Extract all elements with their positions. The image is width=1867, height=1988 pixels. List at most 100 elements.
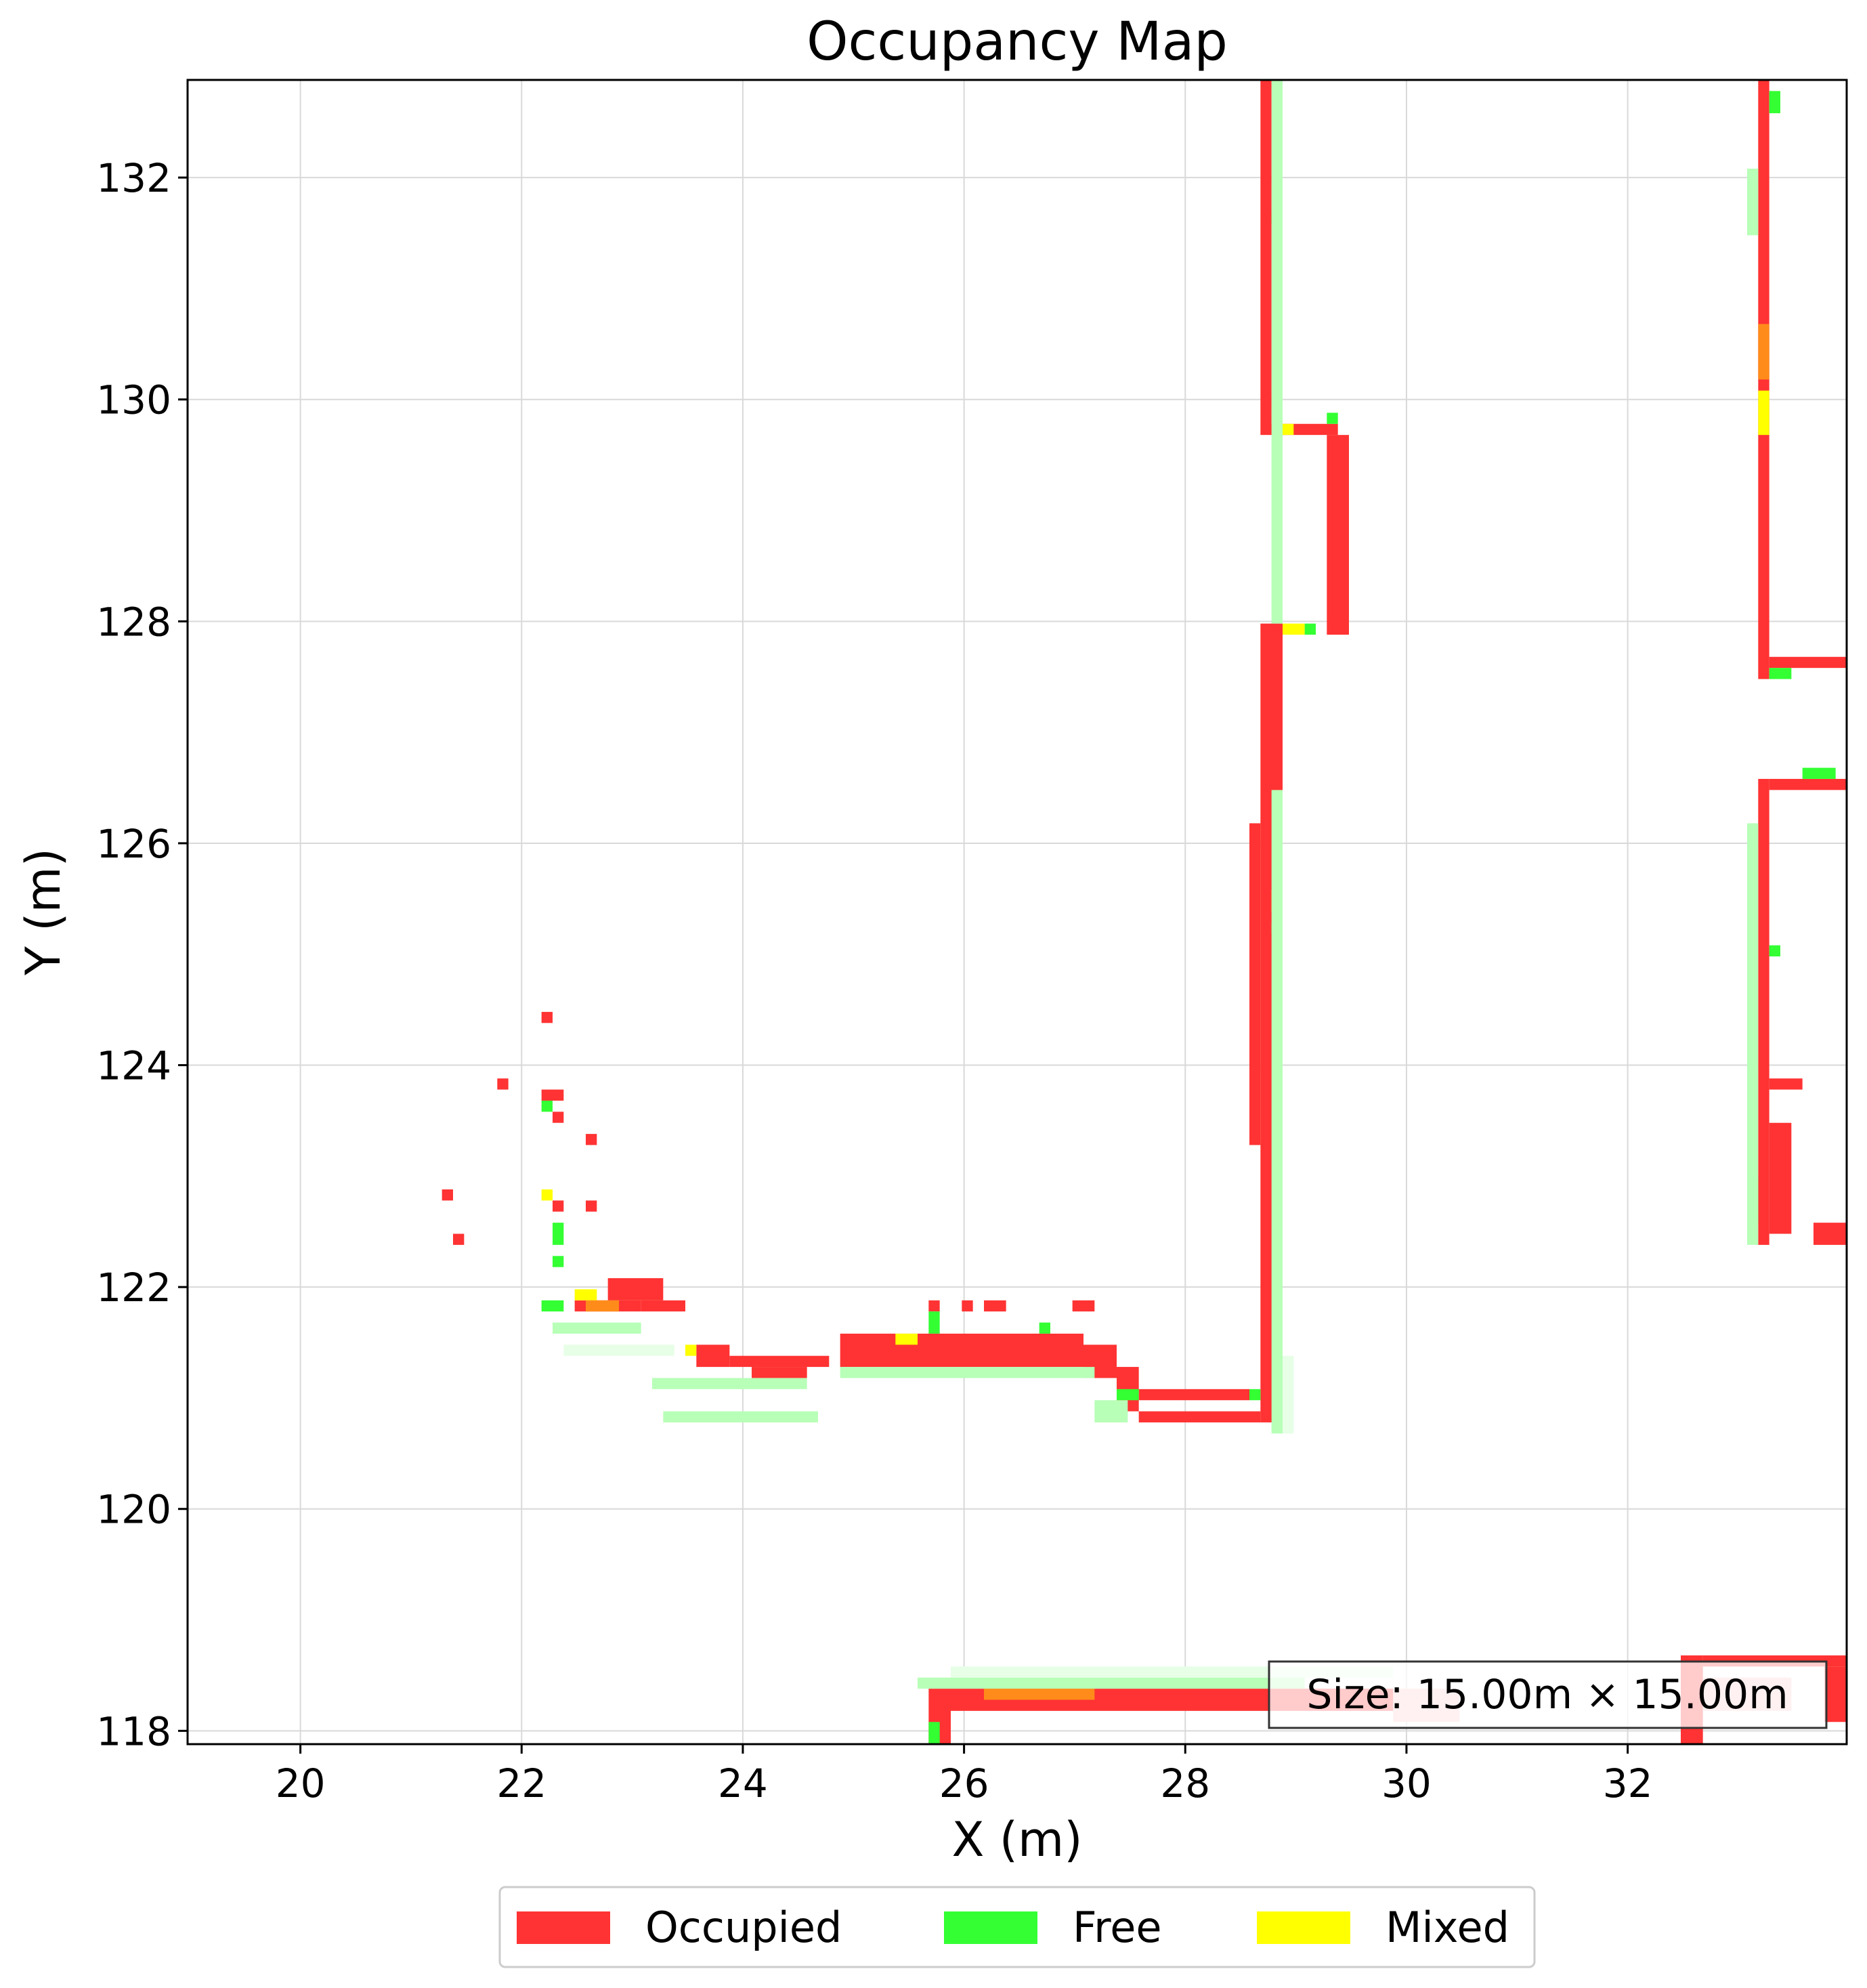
occupancy-cell-occupied-alt	[1758, 324, 1769, 380]
x-tick-label: 30	[1381, 1760, 1432, 1806]
occupancy-cell-free	[1802, 767, 1836, 779]
y-tick-label: 128	[96, 599, 171, 645]
occupancy-cell-occupied	[1814, 1223, 1847, 1245]
occupancy-cell-occupied	[1138, 1411, 1261, 1422]
grid-lines	[188, 80, 1847, 1744]
occupancy-cell-occupied	[586, 1200, 597, 1212]
occupancy-cell-free-light	[840, 1367, 1095, 1378]
legend-swatch-occupied	[517, 1911, 610, 1944]
x-tick-label: 22	[496, 1760, 546, 1806]
occupancy-cell-mixed	[541, 1189, 553, 1201]
occupancy-cell-free	[553, 1256, 564, 1267]
occupancy-cell-free	[1249, 1389, 1261, 1401]
occupancy-cell-free-light	[918, 1677, 1305, 1689]
occupancy-cell-occupied	[541, 1011, 553, 1023]
occupancy-cell-occupied	[497, 1078, 509, 1090]
occupancy-cell-occupied	[553, 1112, 564, 1123]
occupancy-cell-free-light	[1747, 823, 1759, 1245]
y-tick-label: 122	[96, 1265, 171, 1311]
occupancy-cell-occupied	[586, 1134, 597, 1145]
x-tick-label: 28	[1160, 1760, 1210, 1806]
occupancy-cell-free-light	[652, 1378, 807, 1389]
occupancy-cell-occupied	[962, 1300, 973, 1312]
occupancy-cell-free-faint	[1283, 1355, 1294, 1434]
y-tick-label: 118	[96, 1708, 171, 1754]
occupancy-cell-free	[553, 1223, 564, 1245]
legend-swatch-free	[944, 1911, 1037, 1944]
occupancy-cell-free	[1769, 668, 1792, 679]
occupancy-cell-free-light	[1271, 80, 1283, 624]
occupancy-cell-occupied-alt	[984, 1689, 1095, 1700]
occupancy-cell-occupied	[1824, 1666, 1847, 1722]
occupancy-cell-occupied	[1769, 656, 1847, 669]
x-tick-label: 24	[718, 1760, 768, 1806]
legend: Occupied Free Mixed	[498, 1886, 1536, 1968]
y-tick-label: 120	[96, 1487, 171, 1533]
occupancy-cell-occupied	[1769, 1122, 1792, 1234]
occupancy-cell-occupied	[641, 1300, 685, 1312]
occupancy-cell-occupied	[553, 1200, 564, 1212]
legend-label-occupied: Occupied	[645, 1903, 842, 1952]
occupancy-cell-free-light	[663, 1411, 818, 1422]
y-axis-ticks: 118 120 122 124 126 128 130 132	[96, 155, 188, 1754]
plot-frame	[186, 79, 1848, 1746]
occupancy-cell-free	[1039, 1322, 1050, 1334]
occupancy-cell-occupied	[1249, 823, 1261, 1145]
x-tick-label: 26	[939, 1760, 989, 1806]
legend-label-free: Free	[1073, 1903, 1162, 1952]
legend-label-mixed: Mixed	[1386, 1903, 1509, 1952]
occupancy-cell-occupied-alt	[586, 1300, 619, 1312]
occupancy-cell-occupied	[696, 1345, 730, 1368]
y-tick-label: 130	[96, 377, 171, 423]
occupancy-cell-free	[541, 1100, 553, 1112]
occupancy-cell-occupied	[752, 1367, 807, 1378]
occupancy-cell-occupied	[729, 1355, 830, 1368]
y-tick-label: 126	[96, 821, 171, 867]
occupancy-cell-free	[1304, 623, 1316, 635]
y-axis-label: Y (m)	[16, 848, 71, 976]
occupancy-cell-free-light	[1094, 1400, 1128, 1422]
occupancy-cell-free-faint	[563, 1345, 674, 1356]
occupancy-cell-free	[928, 1722, 940, 1744]
size-annotation: Size: 15.00m × 15.00m	[1268, 1660, 1828, 1729]
occupancy-cell-occupied	[1758, 778, 1769, 1245]
size-annotation-text: Size: 15.00m × 15.00m	[1306, 1671, 1788, 1718]
y-tick-label: 132	[96, 155, 171, 201]
occupancy-cell-occupied	[442, 1189, 453, 1201]
occupancy-cell-occupied	[541, 1089, 564, 1101]
occupancy-cell-free-light	[553, 1322, 641, 1334]
occupancy-cell-free-light	[1747, 169, 1759, 236]
occupancy-cell-free	[1327, 413, 1338, 424]
chart-title: Occupancy Map	[807, 12, 1228, 72]
occupancy-cell-mixed	[1758, 390, 1769, 436]
occupancy-cell-occupied	[1769, 778, 1847, 790]
occupancy-cell-mixed	[574, 1289, 597, 1300]
x-tick-label: 32	[1603, 1760, 1653, 1806]
occupancy-cell-mixed	[1283, 423, 1294, 436]
legend-swatch-mixed	[1257, 1911, 1350, 1944]
occupancy-cell-free	[541, 1300, 564, 1312]
occupancy-cell-mixed	[685, 1345, 697, 1356]
occupancy-cell-occupied	[1327, 435, 1349, 635]
occupancy-cell-free-light	[1271, 790, 1283, 1434]
occupancy-cell-occupied	[1769, 1078, 1803, 1090]
occupancy-cell-occupied	[1260, 80, 1272, 436]
occupancy-cell-mixed	[895, 1333, 918, 1345]
occupancy-cell-free	[1769, 91, 1780, 114]
occupancy-cell-free	[928, 1311, 940, 1334]
x-axis-ticks: 20 22 24 26 28 30 32	[276, 1744, 1653, 1806]
occupancy-cell-free	[1117, 1389, 1139, 1401]
occupancy-cell-free	[1769, 945, 1780, 957]
occupancy-cell-occupied	[928, 1300, 940, 1312]
x-axis-label: X (m)	[951, 1812, 1082, 1867]
occupancy-cell-occupied	[840, 1333, 1083, 1368]
occupancy-cell-occupied	[453, 1233, 465, 1245]
y-tick-label: 124	[96, 1043, 171, 1089]
occupancy-cell-occupied	[607, 1278, 664, 1300]
x-tick-label: 20	[276, 1760, 326, 1806]
occupancy-cell-occupied	[984, 1300, 1006, 1312]
occupancy-cell-occupied	[1072, 1300, 1095, 1312]
occupancy-cell-occupied	[1138, 1389, 1249, 1401]
occupancy-cell-mixed	[1283, 623, 1305, 635]
